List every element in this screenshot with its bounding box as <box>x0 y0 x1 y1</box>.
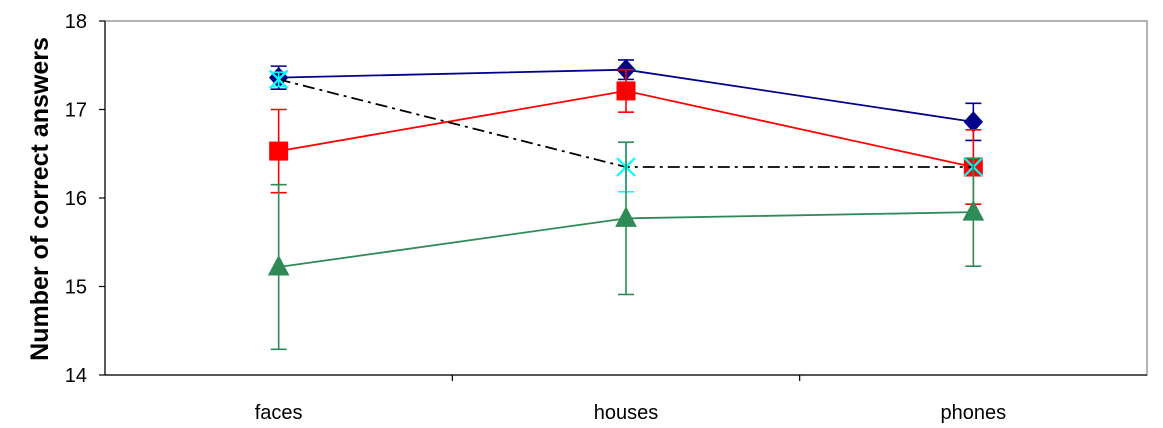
data-point <box>615 206 637 227</box>
y-axis-label: Number of correct answers <box>26 37 54 361</box>
data-point <box>268 69 289 90</box>
y-tick-label: 16 <box>65 188 87 210</box>
data-point <box>616 81 636 101</box>
axes: 14 15 16 17 18 faces houses phones <box>65 11 1148 424</box>
x-tick-label: phones <box>941 402 1007 424</box>
data-point <box>963 111 984 133</box>
x-tick-label: faces <box>255 402 303 424</box>
series-4-triangle <box>267 141 985 351</box>
x-tick-label: houses <box>594 402 659 424</box>
y-tick-label: 14 <box>65 365 87 387</box>
y-tick-label: 15 <box>65 277 87 299</box>
data-point <box>267 254 290 276</box>
data-point <box>962 200 985 221</box>
y-tick-label: 17 <box>65 100 87 122</box>
data-point <box>269 141 289 161</box>
y-tick-label: 18 <box>65 11 87 33</box>
series-layer <box>267 58 985 351</box>
